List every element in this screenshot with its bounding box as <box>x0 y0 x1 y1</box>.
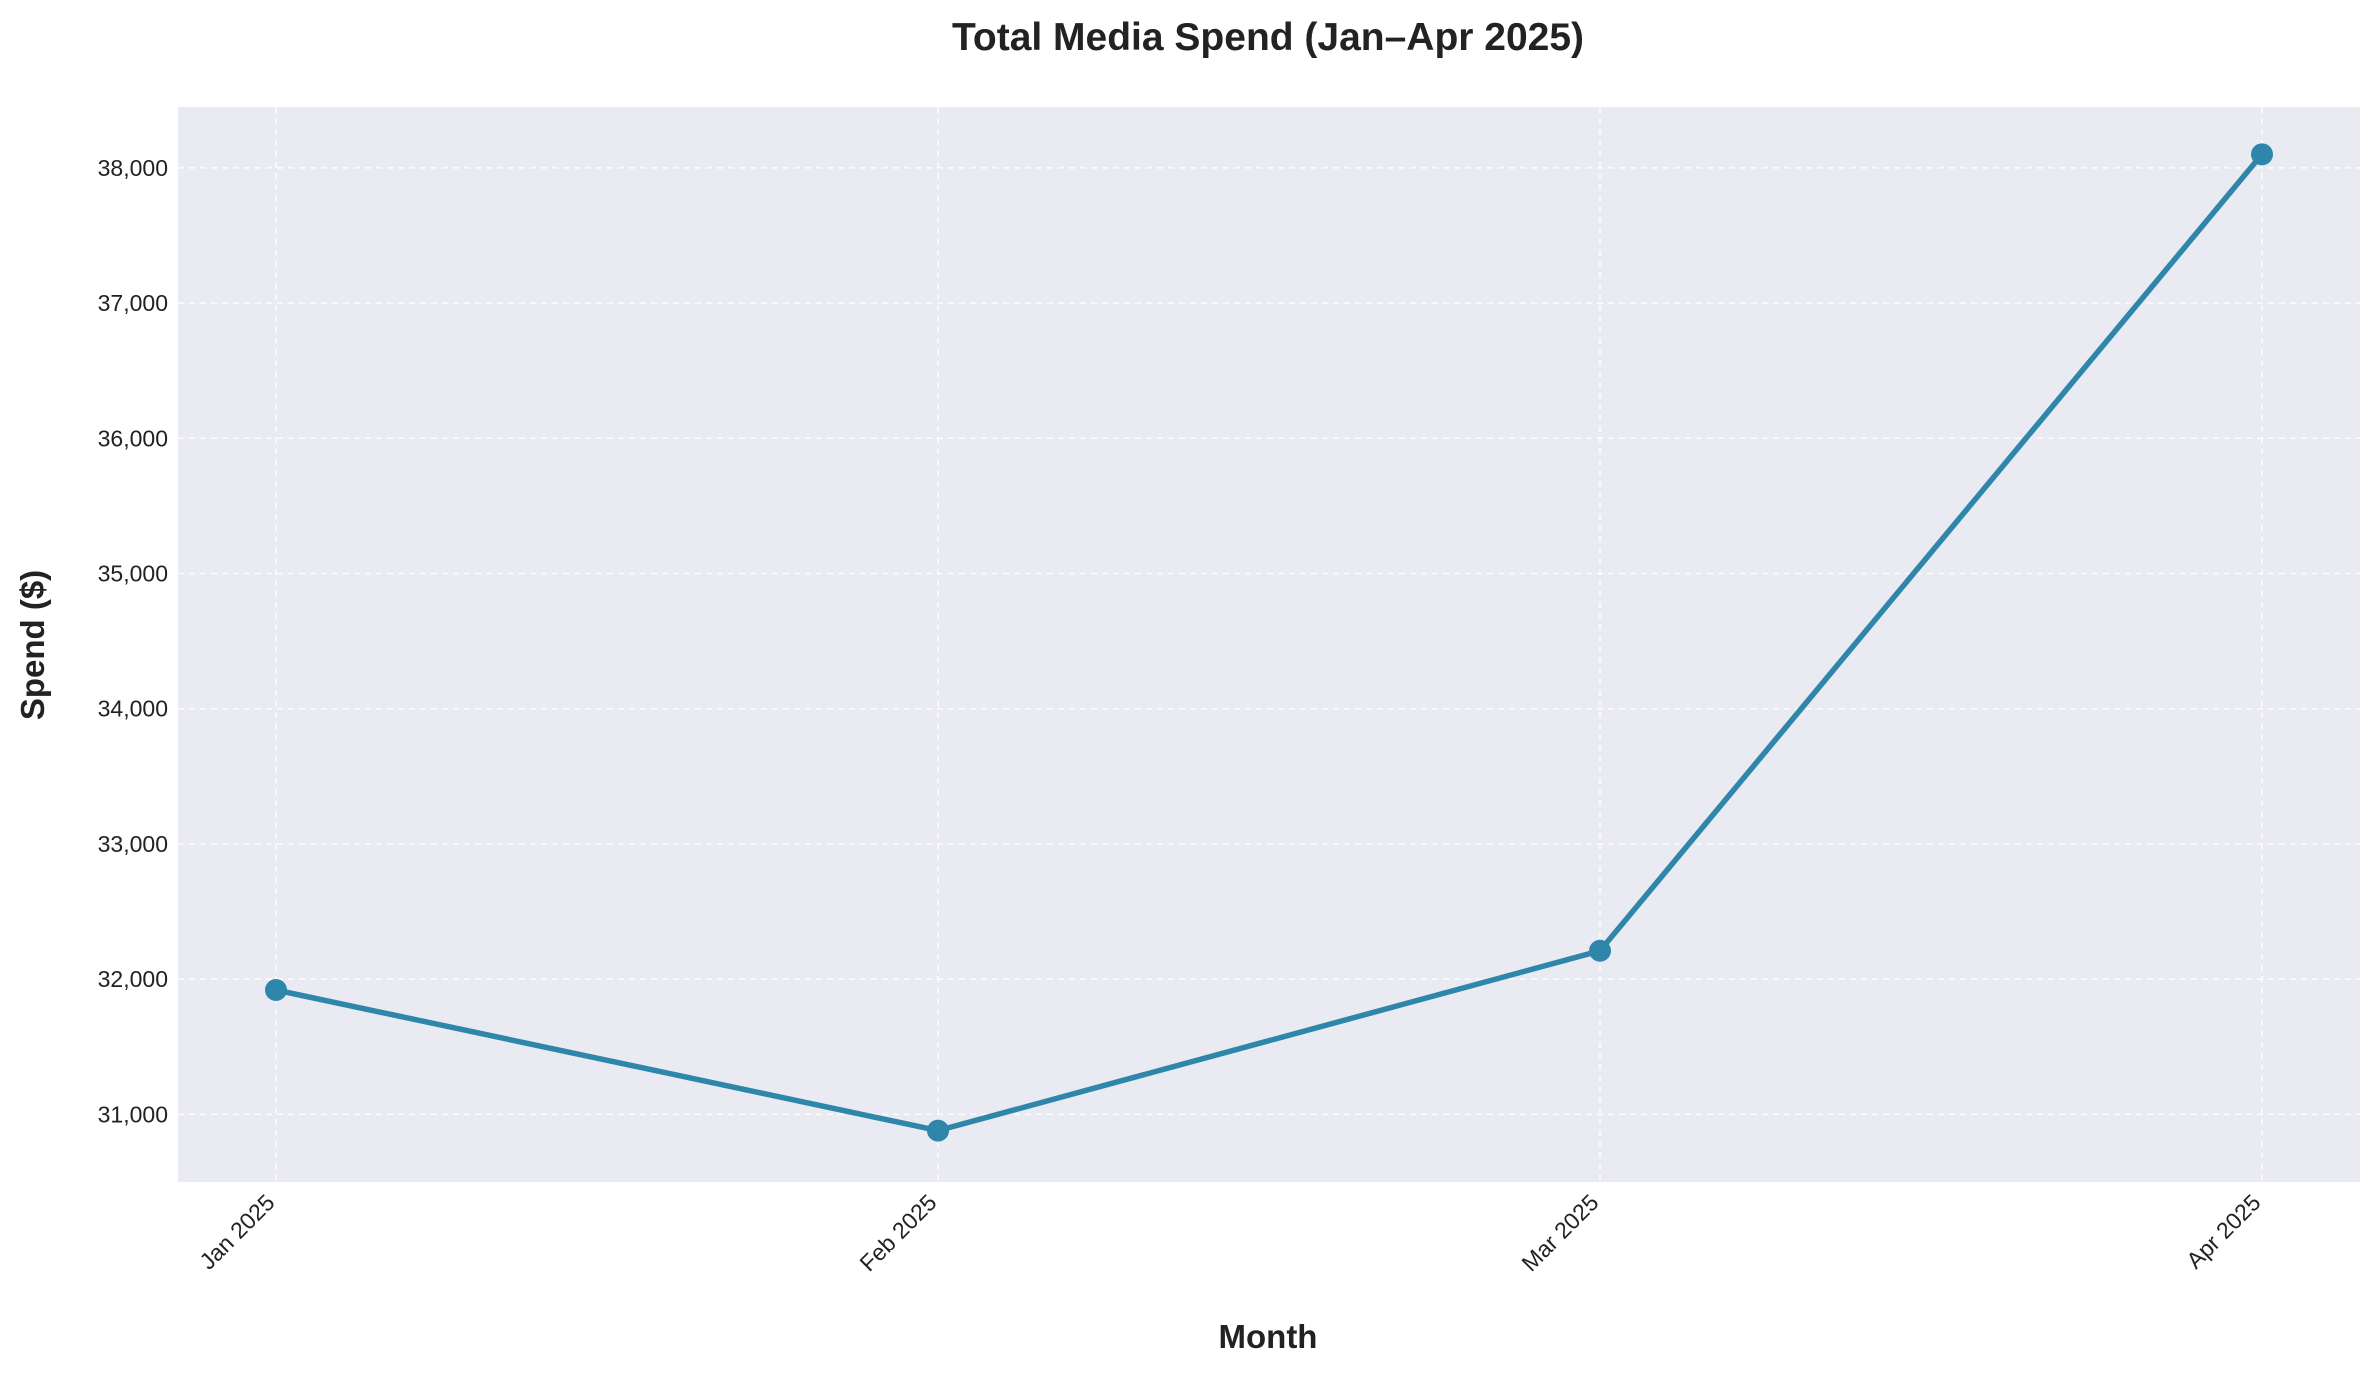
series-line <box>273 151 2265 1134</box>
x-tick-label: Feb 2025 <box>854 1189 941 1276</box>
x-tick-label: Mar 2025 <box>1516 1189 1603 1276</box>
chart-title: Total Media Spend (Jan–Apr 2025) <box>952 16 1584 59</box>
x-tick-label: Apr 2025 <box>2181 1189 2265 1273</box>
y-tick-label: 37,000 <box>98 290 168 316</box>
grid <box>178 107 2360 1182</box>
y-tick-label: 38,000 <box>98 155 168 181</box>
data-point <box>1589 939 1611 962</box>
data-point <box>2251 143 2273 166</box>
y-tick-label: 34,000 <box>98 696 168 722</box>
y-tick-label: 36,000 <box>98 425 168 451</box>
x-tick-label: Jan 2025 <box>194 1189 279 1274</box>
y-tick-label: 31,000 <box>98 1101 168 1127</box>
x-axis-label: Month <box>1219 1318 1318 1355</box>
y-axis-ticks: 31,000 32,000 33,000 34,000 35,000 36,000 37,0… <box>98 155 168 1128</box>
data-series <box>265 143 2273 1142</box>
y-tick-label: 35,000 <box>98 561 168 587</box>
data-point <box>265 978 287 1001</box>
x-axis-ticks: Jan 2025 Feb 2025 Mar 2025 Apr 2025 <box>194 1189 2265 1276</box>
data-point <box>927 1119 949 1142</box>
y-axis-label: Spend ($) <box>14 570 51 720</box>
plot-area <box>178 107 2360 1182</box>
y-tick-label: 33,000 <box>98 831 168 857</box>
y-tick-label: 32,000 <box>98 966 168 992</box>
